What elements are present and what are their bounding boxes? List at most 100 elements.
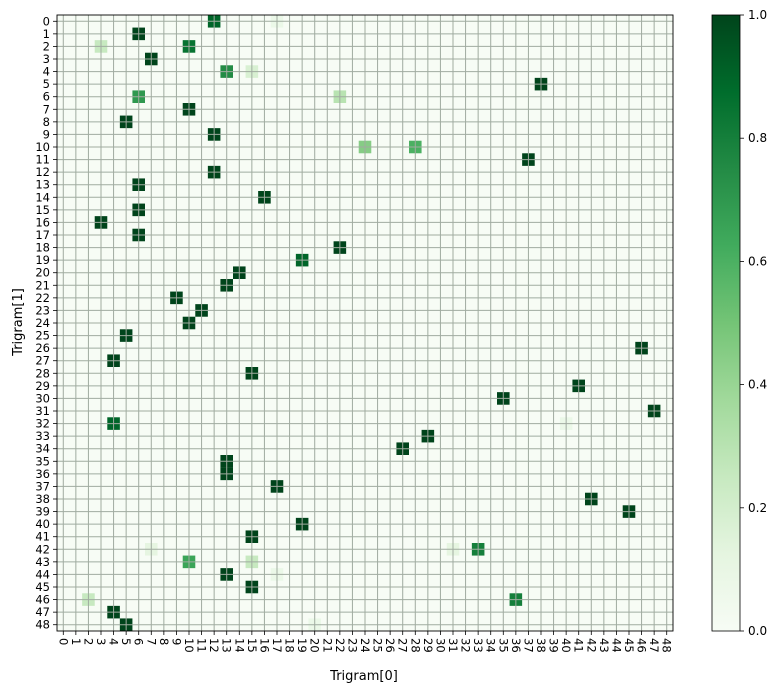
x-tick-label: 41 — [572, 638, 586, 653]
y-tick-label: 39 — [35, 505, 50, 519]
y-tick-label: 11 — [35, 153, 50, 167]
x-tick-label: 23 — [345, 638, 359, 653]
y-tick-label: 47 — [35, 605, 50, 619]
y-tick-label: 8 — [43, 115, 50, 129]
x-tick-label: 10 — [182, 638, 196, 653]
x-tick-label: 11 — [195, 638, 209, 653]
y-tick-label: 26 — [35, 341, 50, 355]
y-axis-label: Trigram[1] — [11, 288, 26, 357]
y-tick-label: 22 — [35, 291, 50, 305]
x-tick-label: 3 — [94, 638, 108, 645]
x-tick-label: 9 — [169, 638, 183, 645]
x-tick-label: 20 — [308, 638, 322, 653]
x-tick-label: 16 — [257, 638, 271, 653]
y-tick-label: 15 — [35, 203, 50, 217]
x-tick-label: 14 — [232, 638, 246, 653]
y-tick-label: 42 — [35, 542, 50, 556]
y-tick-label: 16 — [35, 215, 50, 229]
y-tick-label: 31 — [35, 404, 50, 418]
x-tick-label: 48 — [660, 638, 674, 653]
x-tick-label: 33 — [471, 638, 485, 653]
x-tick-label: 31 — [446, 638, 460, 653]
x-axis-label: Trigram[0] — [329, 669, 398, 684]
y-tick-label: 13 — [35, 178, 50, 192]
x-tick-label: 46 — [635, 638, 649, 653]
colorbar-tick-label: 0.2 — [748, 501, 767, 515]
x-tick-label: 35 — [496, 638, 510, 653]
y-tick-label: 30 — [35, 391, 50, 405]
colorbar-tick-label: 0.4 — [748, 378, 767, 392]
y-tick-label: 43 — [35, 555, 50, 569]
colorbar-tick-label: 0.0 — [748, 624, 767, 638]
colorbar-tick-label: 0.6 — [748, 254, 767, 268]
colorbar-gradient — [711, 14, 741, 632]
colorbar-ticks: 0.0 0.2 0.4 0.6 0.8 1.0 — [740, 8, 767, 638]
y-tick-label: 12 — [35, 165, 50, 179]
y-tick-label: 2 — [43, 39, 50, 53]
y-tick-label: 4 — [43, 65, 50, 79]
x-tick-label: 4 — [107, 638, 121, 645]
y-tick-label: 28 — [35, 366, 50, 380]
y-tick-label: 48 — [35, 618, 50, 632]
x-tick-label: 22 — [333, 638, 347, 653]
x-tick-label: 21 — [320, 638, 334, 653]
x-tick-label: 0 — [56, 638, 70, 645]
x-tick-label: 36 — [509, 638, 523, 653]
x-tick-label: 34 — [484, 638, 498, 653]
y-tick-label: 1 — [43, 27, 50, 41]
colorbar: 0.0 0.2 0.4 0.6 0.8 1.0 — [711, 8, 767, 638]
y-tick-label: 45 — [35, 580, 50, 594]
x-tick-label: 26 — [383, 638, 397, 653]
y-tick-label: 10 — [35, 140, 50, 154]
x-tick-label: 19 — [295, 638, 309, 653]
y-tick-label: 14 — [35, 190, 50, 204]
x-tick-label: 8 — [157, 638, 171, 645]
y-tick-label: 19 — [35, 253, 50, 267]
x-tick-label: 7 — [144, 638, 158, 645]
x-tick-label: 27 — [396, 638, 410, 653]
y-tick-label: 34 — [35, 442, 50, 456]
x-tick-label: 39 — [547, 638, 561, 653]
y-tick-label: 20 — [35, 266, 50, 280]
y-tick-label: 41 — [35, 530, 50, 544]
x-tick-label: 45 — [622, 638, 636, 653]
y-tick-label: 6 — [43, 90, 50, 104]
y-tick-label: 32 — [35, 417, 50, 431]
x-tick-label: 38 — [534, 638, 548, 653]
x-tick-label: 28 — [408, 638, 422, 653]
x-tick-label: 5 — [119, 638, 133, 645]
x-axis-ticks: 0123456789101112131415161718192021222324… — [56, 631, 674, 653]
y-tick-label: 36 — [35, 467, 50, 481]
y-tick-label: 29 — [35, 379, 50, 393]
x-tick-label: 32 — [459, 638, 473, 653]
y-tick-label: 37 — [35, 479, 50, 493]
y-tick-label: 21 — [35, 278, 50, 292]
x-tick-label: 43 — [597, 638, 611, 653]
y-tick-label: 3 — [43, 52, 50, 66]
colorbar-tick-label: 0.8 — [748, 131, 767, 145]
y-tick-label: 40 — [35, 517, 50, 531]
y-tick-label: 7 — [43, 102, 50, 116]
x-tick-label: 42 — [584, 638, 598, 653]
x-tick-label: 13 — [220, 638, 234, 653]
y-tick-label: 25 — [35, 329, 50, 343]
y-tick-label: 18 — [35, 241, 50, 255]
y-axis-ticks: 0123456789101112131415161718192021222324… — [35, 14, 57, 632]
colorbar-tick-label: 1.0 — [748, 8, 767, 22]
x-tick-label: 18 — [283, 638, 297, 653]
y-tick-label: 44 — [35, 567, 50, 581]
x-tick-label: 12 — [207, 638, 221, 653]
x-tick-label: 24 — [358, 638, 372, 653]
y-tick-label: 38 — [35, 492, 50, 506]
x-tick-label: 1 — [69, 638, 83, 645]
y-tick-label: 9 — [43, 127, 50, 141]
x-tick-label: 37 — [521, 638, 535, 653]
y-tick-label: 23 — [35, 303, 50, 317]
x-tick-label: 2 — [81, 638, 95, 645]
x-tick-label: 6 — [132, 638, 146, 645]
grid-lines — [57, 15, 673, 631]
x-tick-label: 44 — [609, 638, 623, 653]
x-tick-label: 30 — [433, 638, 447, 653]
